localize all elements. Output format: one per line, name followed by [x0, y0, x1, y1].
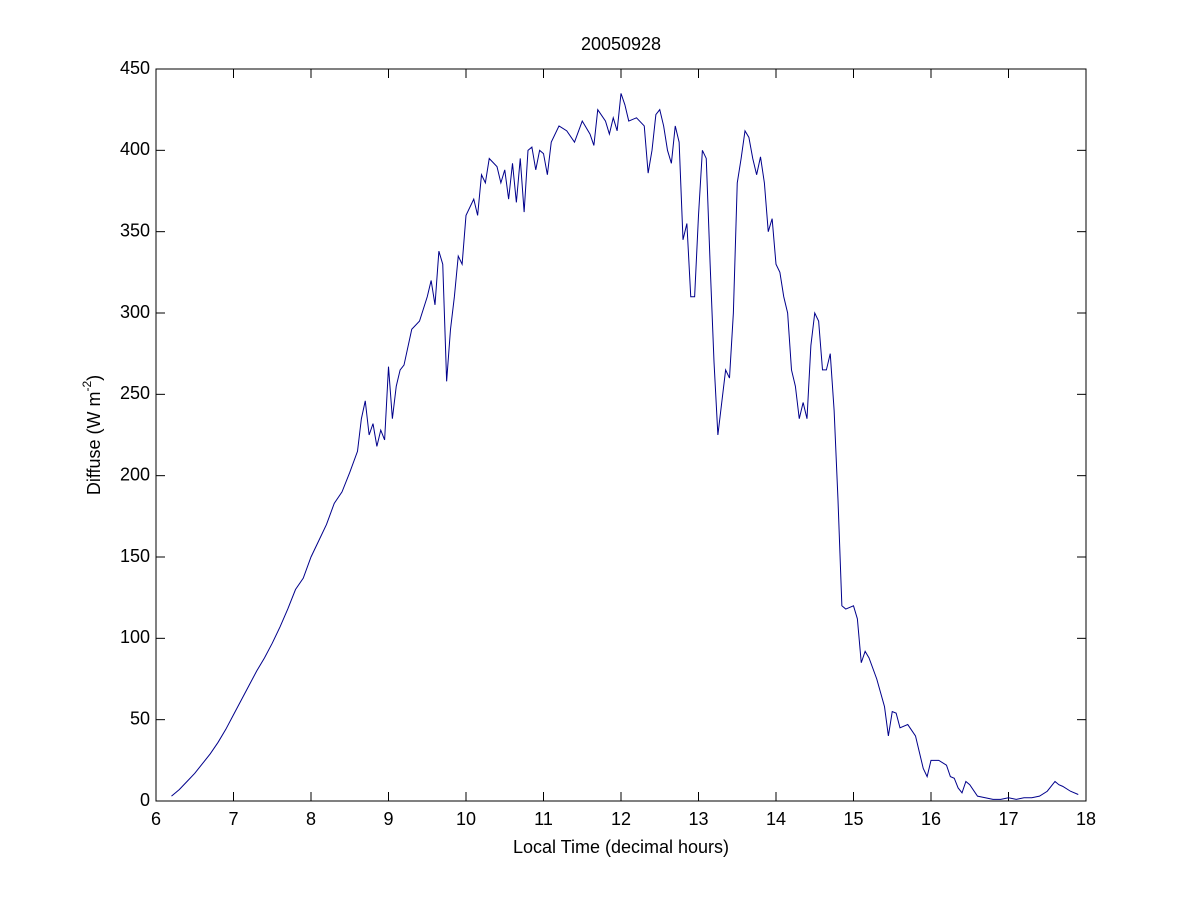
y-tick-label: 350: [120, 220, 150, 240]
y-axis-label-end: ): [84, 375, 104, 381]
x-tick-label: 7: [228, 809, 238, 829]
x-tick-label: 9: [383, 809, 393, 829]
x-tick-label: 10: [456, 809, 476, 829]
chart-title: 20050928: [581, 34, 661, 54]
y-tick-label: 50: [130, 708, 150, 728]
x-tick-label: 12: [611, 809, 631, 829]
y-tick-label: 100: [120, 627, 150, 647]
y-tick-label: 400: [120, 139, 150, 159]
x-tick-label: 14: [766, 809, 786, 829]
y-tick-label: 300: [120, 302, 150, 322]
x-axis-label: Local Time (decimal hours): [513, 837, 729, 857]
y-axis-label-text: Diffuse (W m: [84, 391, 104, 495]
y-axis-label-sup: -2: [80, 380, 94, 391]
x-tick-label: 17: [998, 809, 1018, 829]
y-tick-label: 150: [120, 546, 150, 566]
x-tick-label: 6: [151, 809, 161, 829]
x-tick-label: 15: [843, 809, 863, 829]
x-tick-label: 8: [306, 809, 316, 829]
y-tick-label: 200: [120, 464, 150, 484]
y-tick-label: 0: [140, 790, 150, 810]
y-tick-label: 450: [120, 58, 150, 78]
x-tick-label: 16: [921, 809, 941, 829]
x-tick-label: 13: [688, 809, 708, 829]
data-line: [171, 93, 1079, 800]
x-tick-label: 18: [1076, 809, 1096, 829]
y-axis-label: Diffuse (W m-2): [80, 375, 104, 495]
y-tick-label: 250: [120, 383, 150, 403]
x-tick-label: 11: [534, 809, 553, 829]
